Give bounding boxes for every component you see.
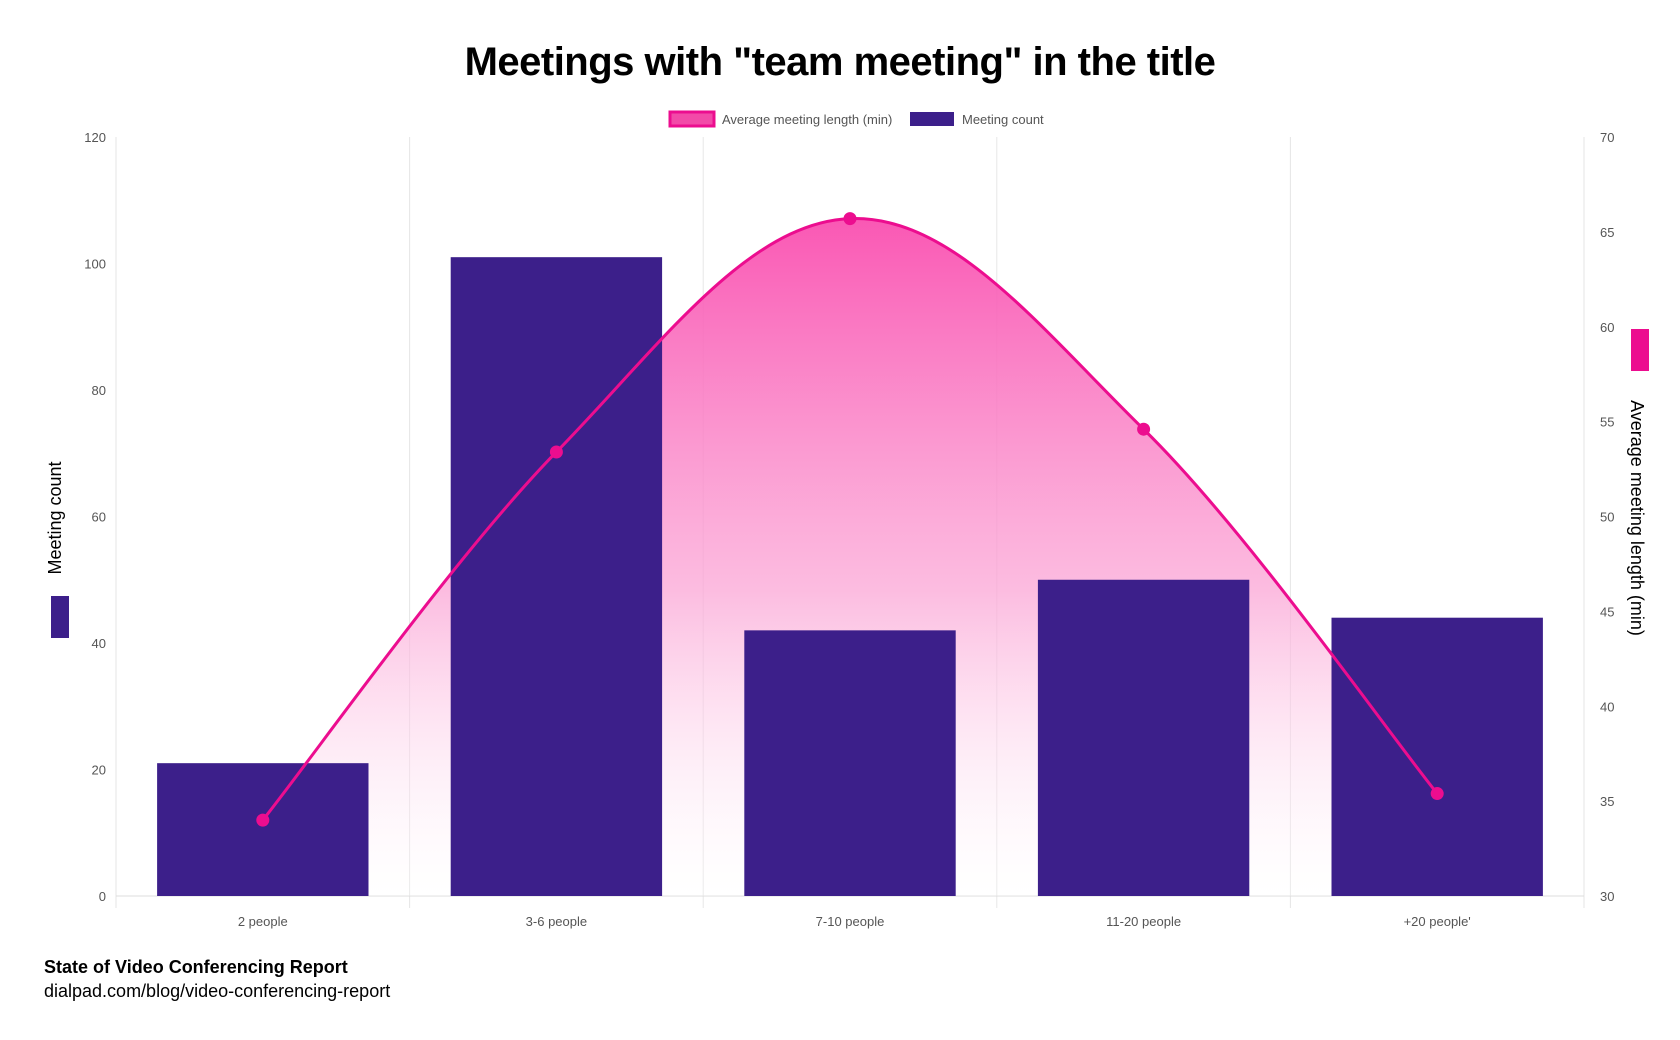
y-left-tick-label: 0 [99,889,106,904]
legend-swatch-line [668,110,716,128]
y-left-axis-swatch [51,596,69,638]
y-right-tick-label: 50 [1600,510,1614,525]
y-right-tick-label: 65 [1600,225,1614,240]
footer-source-url[interactable]: dialpad.com/blog/video-conferencing-repo… [44,981,391,1001]
y-right-tick-label: 55 [1600,415,1614,430]
bars [157,257,1543,896]
line-series [256,212,1444,827]
axes: 0 20 40 60 80 100 120 30 35 40 45 50 55 60 65 70 2 peopl… [45,130,1649,929]
x-tick-label: 2 people [238,914,288,929]
x-tick-label: 3-6 people [526,914,587,929]
footer-source-title: State of Video Conferencing Report [44,957,348,977]
bar-4 [1331,617,1543,896]
legend-label-bar: Meeting count [962,112,1044,127]
y-right-tick-label: 60 [1600,320,1614,335]
line-point-2 [843,212,857,226]
y-right-axis-title: Average meeting length (min) [1627,400,1647,636]
y-left-tick-label: 40 [92,636,106,651]
line-point-4 [1430,787,1444,801]
y-left-axis-title: Meeting count [45,461,65,574]
y-left-tick-label: 80 [92,383,106,398]
y-left-tick-label: 20 [92,763,106,778]
bar-3 [1037,579,1250,896]
bar-1 [450,257,663,896]
x-tick-label: +20 people' [1404,914,1471,929]
y-right-tick-label: 30 [1600,889,1614,904]
y-left-tick-label: 60 [92,510,106,525]
y-right-tick-label: 70 [1600,130,1614,145]
legend-label-line: Average meeting length (min) [722,112,892,127]
y-right-tick-label: 35 [1600,794,1614,809]
x-tick-label: 7-10 people [816,914,885,929]
line-point-0 [256,813,270,827]
line-point-3 [1137,422,1151,436]
x-tick-label: 11-20 people [1106,914,1181,929]
y-left-tick-label: 120 [84,130,106,145]
y-right-tick-label: 45 [1600,604,1614,619]
y-right-axis-swatch [1631,329,1649,371]
y-left-tick-label: 100 [84,257,106,272]
line-point-1 [549,445,563,459]
bar-2 [744,630,956,896]
y-right-tick-label: 40 [1600,699,1614,714]
legend[interactable]: Average meeting length (min) Meeting coun… [668,110,1044,128]
chart-title: Meetings with "team meeting" in the titl… [464,40,1216,84]
bar-0 [157,763,369,896]
legend-swatch-bar [910,112,954,126]
